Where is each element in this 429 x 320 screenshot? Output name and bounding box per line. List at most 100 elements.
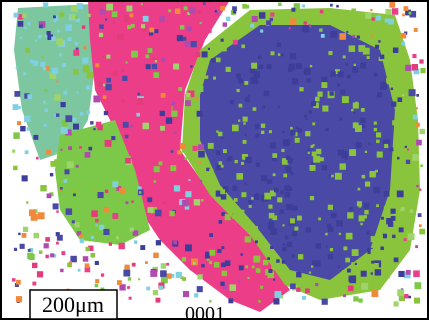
speckle xyxy=(76,91,78,93)
speckle xyxy=(156,298,161,303)
speckle xyxy=(25,150,29,154)
speckle xyxy=(305,131,310,136)
speckle xyxy=(221,137,223,139)
speckle xyxy=(99,24,104,29)
speckle xyxy=(286,155,291,160)
speckle xyxy=(43,67,46,70)
speckle xyxy=(123,270,130,277)
speckle xyxy=(46,150,51,155)
speckle xyxy=(119,188,125,194)
speckle xyxy=(146,64,151,69)
speckle xyxy=(211,58,215,62)
speckle xyxy=(291,8,295,12)
speckle xyxy=(271,51,275,55)
speckle xyxy=(106,78,111,83)
speckle xyxy=(360,118,366,124)
speckle xyxy=(358,45,365,52)
speckle xyxy=(18,106,21,109)
speckle xyxy=(391,209,396,214)
speckle xyxy=(109,243,112,246)
speckle xyxy=(277,43,282,48)
speckle xyxy=(106,55,110,59)
speckle xyxy=(154,180,157,183)
speckle xyxy=(397,173,402,178)
speckle xyxy=(416,107,418,109)
speckle xyxy=(312,122,315,125)
speckle xyxy=(75,222,80,227)
speckle xyxy=(239,265,244,270)
speckle xyxy=(405,146,407,148)
speckle xyxy=(343,246,347,250)
speckle xyxy=(402,42,406,46)
speckle xyxy=(325,233,328,236)
speckle xyxy=(283,139,290,146)
speckle xyxy=(378,235,383,240)
speckle xyxy=(241,45,245,49)
speckle xyxy=(338,265,341,268)
speckle xyxy=(73,188,78,193)
speckle xyxy=(195,52,200,57)
speckle xyxy=(267,64,272,69)
speckle xyxy=(346,31,348,33)
speckle xyxy=(105,140,112,147)
speckle xyxy=(347,75,351,79)
speckle xyxy=(276,259,280,263)
speckle xyxy=(14,13,19,18)
speckle xyxy=(27,94,32,99)
speckle xyxy=(103,229,109,235)
speckle xyxy=(260,30,263,33)
speckle xyxy=(178,53,181,56)
speckle xyxy=(71,14,76,19)
speckle xyxy=(309,272,311,274)
speckle xyxy=(182,200,189,207)
speckle xyxy=(233,212,238,217)
speckle xyxy=(352,15,355,18)
speckle xyxy=(54,20,57,23)
speckle xyxy=(36,157,39,160)
speckle xyxy=(371,261,374,264)
speckle xyxy=(95,219,99,223)
speckle xyxy=(223,22,227,26)
speckle xyxy=(33,135,38,140)
speckle xyxy=(390,241,393,244)
speckle xyxy=(50,253,54,257)
speckle xyxy=(386,78,392,84)
speckle xyxy=(371,249,376,254)
speckle xyxy=(205,75,209,79)
speckle xyxy=(287,242,292,247)
speckle xyxy=(402,94,404,96)
speckle xyxy=(185,157,188,160)
speckle xyxy=(349,276,355,282)
speckle xyxy=(249,284,251,286)
speckle xyxy=(222,271,227,276)
speckle xyxy=(311,265,313,267)
speckle xyxy=(270,142,276,148)
speckle xyxy=(294,227,298,231)
speckle xyxy=(274,188,279,193)
speckle xyxy=(137,93,140,96)
speckle xyxy=(32,263,37,268)
speckle xyxy=(312,260,317,265)
speckle xyxy=(318,218,321,221)
speckle xyxy=(155,60,157,62)
speckle xyxy=(330,91,334,95)
speckle xyxy=(376,132,381,137)
speckle xyxy=(68,146,72,150)
speckle xyxy=(408,296,411,299)
speckle xyxy=(267,179,272,184)
speckle xyxy=(289,64,296,71)
speckle xyxy=(409,89,416,96)
speckle xyxy=(342,270,346,274)
speckle xyxy=(30,60,34,64)
speckle xyxy=(145,261,148,264)
speckle xyxy=(243,122,245,124)
speckle xyxy=(326,246,328,248)
speckle xyxy=(20,37,23,40)
speckle xyxy=(12,278,15,281)
speckle xyxy=(248,200,252,204)
speckle xyxy=(365,151,367,153)
speckle xyxy=(378,40,380,42)
speckle xyxy=(310,165,316,171)
speckle xyxy=(103,84,106,87)
speckle xyxy=(82,57,88,63)
